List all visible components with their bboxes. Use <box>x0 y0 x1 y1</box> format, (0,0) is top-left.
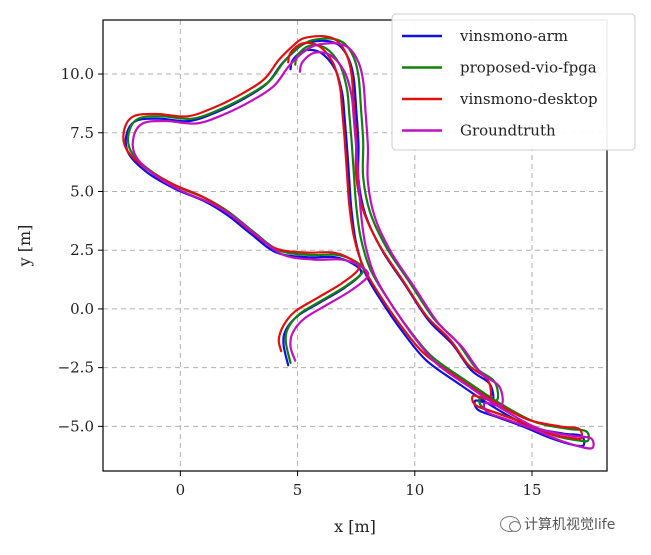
x-tick-label: 15 <box>522 481 541 499</box>
y-tick-label: 10.0 <box>61 65 94 83</box>
x-tick-label: 0 <box>176 481 186 499</box>
legend-label: vinsmono-arm <box>459 27 568 45</box>
legend-label: vinsmono-desktop <box>459 90 598 108</box>
y-tick-label: 2.5 <box>70 241 94 259</box>
x-tick-label: 10 <box>405 481 424 499</box>
legend-label: proposed-vio-fpga <box>460 59 597 77</box>
watermark: 计算机视觉life <box>500 514 615 534</box>
x-tick-label: 5 <box>293 481 303 499</box>
legend-box <box>391 13 636 151</box>
x-axis-label: x [m] <box>334 517 376 536</box>
series-lines <box>122 34 595 450</box>
series-line-3 <box>131 41 595 450</box>
legend-label: Groundtruth <box>460 122 556 140</box>
wechat-icon <box>500 516 521 532</box>
watermark-text: 计算机视觉life <box>524 517 616 533</box>
y-tick-label: −5.0 <box>58 417 94 435</box>
y-tick-label: 5.0 <box>70 182 94 200</box>
series-line-0 <box>124 39 586 448</box>
y-tick-label: 7.5 <box>70 124 94 142</box>
legend: vinsmono-arm proposed-vio-fpga vinsmono-de… <box>391 13 636 151</box>
y-axis-label: y [m] <box>15 225 34 268</box>
y-tick-label: −2.5 <box>58 359 94 377</box>
plot-frame <box>102 19 608 472</box>
y-tick-label: 0.0 <box>70 300 94 318</box>
ticks: 0 5 10 15 −5.0 −2.5 0.0 2.5 5.0 7.5 10.0 <box>58 65 542 499</box>
